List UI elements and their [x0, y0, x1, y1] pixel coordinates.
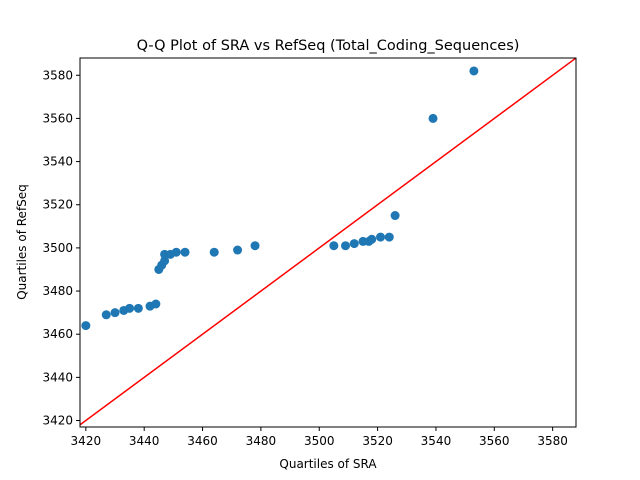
x-tick-label-3480: 3480: [246, 434, 277, 448]
plot-frame: [79, 57, 577, 428]
y-tick-label-3460: 3460: [42, 327, 73, 341]
y-tick-label-3540: 3540: [42, 155, 73, 169]
y-tick-label-3560: 3560: [42, 111, 73, 125]
data-point-2: [110, 308, 120, 318]
data-point-20: [349, 239, 359, 249]
data-point-7: [151, 299, 161, 309]
reference-line: [80, 58, 576, 426]
x-tick-label-3520: 3520: [362, 434, 393, 448]
x-tick-label-3420: 3420: [71, 434, 102, 448]
data-point-27: [428, 113, 438, 123]
data-point-13: [171, 247, 181, 257]
data-point-15: [209, 247, 219, 257]
x-tick-label-3460: 3460: [187, 434, 218, 448]
data-point-19: [341, 241, 351, 251]
data-point-4: [125, 303, 135, 313]
data-point-24: [376, 232, 386, 242]
data-point-0: [81, 321, 91, 331]
data-point-10: [160, 256, 170, 266]
data-point-1: [101, 310, 111, 320]
data-point-14: [180, 247, 190, 257]
data-point-18: [329, 241, 339, 251]
chart-title: Q-Q Plot of SRA vs RefSeq (Total_Coding_…: [137, 38, 520, 54]
data-point-16: [233, 245, 243, 255]
data-point-5: [133, 303, 143, 313]
x-axis-label: Quartiles of SRA: [279, 457, 377, 471]
data-point-25: [384, 232, 394, 242]
x-tick-label-3580: 3580: [537, 434, 568, 448]
y-tick-label-3480: 3480: [42, 284, 73, 298]
x-tick-label-3500: 3500: [304, 434, 335, 448]
y-tick-label-3440: 3440: [42, 370, 73, 384]
y-tick-label-3420: 3420: [42, 414, 73, 428]
y-axis-label: Quartiles of RefSeq: [15, 184, 29, 300]
x-tick-label-3440: 3440: [129, 434, 160, 448]
data-point-23: [367, 234, 377, 244]
x-tick-label-3560: 3560: [479, 434, 510, 448]
y-tick-label-3500: 3500: [42, 241, 73, 255]
data-point-26: [390, 211, 400, 221]
y-tick-label-3580: 3580: [42, 68, 73, 82]
plot-area: 3420 3440 3460 3480 3500 3520 3540 3560 3580 3420…: [42, 57, 577, 448]
data-point-17: [250, 241, 260, 251]
y-tick-label-3520: 3520: [42, 198, 73, 212]
data-point-28: [469, 66, 479, 76]
x-tick-label-3540: 3540: [421, 434, 452, 448]
